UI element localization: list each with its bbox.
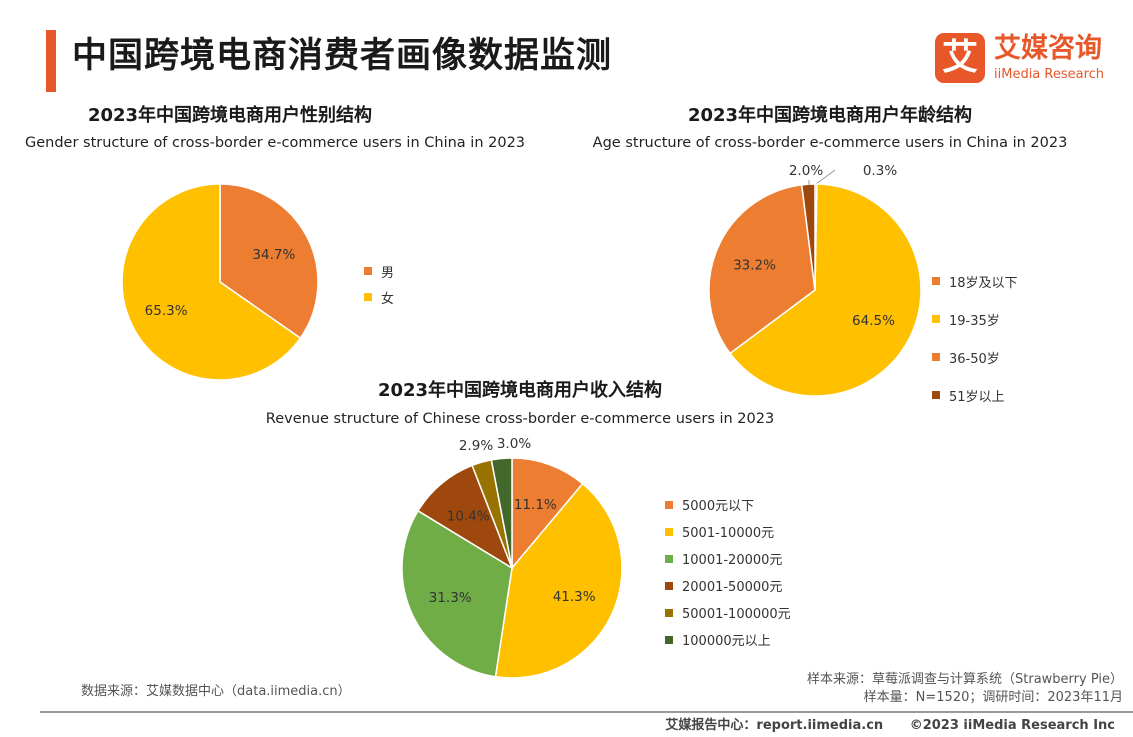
income-slice-3 xyxy=(416,464,514,570)
age-legend-label-2: 36-50岁 xyxy=(949,351,1000,367)
age-legend-label-0: 18岁及以下 xyxy=(949,275,1018,291)
income-data-label-3: 10.4% xyxy=(447,509,490,525)
sample-source-text: 样本来源：草莓派调查与计算系统（Strawberry Pie） xyxy=(807,672,1123,687)
age-legend-item-0: 18岁及以下 xyxy=(932,262,1018,300)
income-pie-chart: 11.1% 41.3% 31.3% 10.4% 2.9% 3.0% xyxy=(401,436,623,679)
gender-legend-label-0: 男 xyxy=(381,265,395,281)
copyright-text: ©2023 iiMedia Research Inc xyxy=(909,718,1115,733)
title-accent-bar xyxy=(46,30,56,92)
age-legend-item-1: 19-35岁 xyxy=(932,300,1018,338)
age-legend-label-1: 19-35岁 xyxy=(949,313,1000,329)
income-legend-item-4: 50001-100000元 xyxy=(665,599,791,626)
age-legend-item-2: 36-50岁 xyxy=(932,338,1018,376)
age-slice-1 xyxy=(728,183,922,397)
page-title: 中国跨境电商消费者画像数据监测 xyxy=(72,36,613,76)
age-data-label-1: 64.5% xyxy=(852,313,895,329)
income-slice-5 xyxy=(490,457,513,569)
sample-info-text: 样本量：N=1520；调研时间：2023年11月 xyxy=(863,690,1123,705)
data-source-note: 数据来源：艾媒数据中心（data.iimedia.cn） xyxy=(81,684,351,699)
income-legend-swatch-1 xyxy=(665,527,673,536)
income-data-label-0: 11.1% xyxy=(514,497,557,513)
income-legend-swatch-2 xyxy=(665,554,673,563)
age-legend-item-3: 51岁以上 xyxy=(932,376,1018,414)
income-legend-swatch-5 xyxy=(665,635,673,644)
age-pie-chart: 0.3% 64.5% 33.2% 2.0% xyxy=(708,163,922,397)
gender-legend-swatch-1 xyxy=(364,293,372,301)
age-chart-title: 2023年中国跨境电商用户年龄结构 xyxy=(687,105,973,126)
footer-divider xyxy=(40,711,1133,713)
gender-legend-swatch-0 xyxy=(364,267,372,275)
gender-data-label-1: 65.3% xyxy=(145,303,188,319)
age-slice-3 xyxy=(800,183,816,291)
iimedia-logo: 艾 艾媒咨询 iiMedia Research xyxy=(935,33,1115,85)
income-slice-1 xyxy=(494,482,623,679)
footer-bar: 艾媒报告中心：report.iimedia.cn ©2023 iiMedia R… xyxy=(643,714,1115,733)
age-data-label-3: 2.0% xyxy=(789,163,823,179)
income-legend-item-3: 20001-50000元 xyxy=(665,572,791,599)
income-data-label-2: 31.3% xyxy=(429,590,472,606)
report-center-link[interactable]: 艾媒报告中心：report.iimedia.cn xyxy=(665,718,884,733)
gender-slice-1 xyxy=(121,183,302,381)
age-data-label-2: 33.2% xyxy=(733,257,776,273)
gender-slice-0 xyxy=(219,183,319,340)
income-legend-label-2: 10001-20000元 xyxy=(682,553,783,568)
income-data-label-5: 3.0% xyxy=(497,436,531,452)
income-legend-item-2: 10001-20000元 xyxy=(665,545,791,572)
income-legend-swatch-0 xyxy=(665,500,673,509)
income-legend-label-1: 5001-10000元 xyxy=(682,526,775,541)
income-chart-subtitle: Revenue structure of Chinese cross-borde… xyxy=(265,411,775,427)
age-slice-2 xyxy=(708,183,816,355)
age-legend-swatch-1 xyxy=(932,315,940,323)
income-legend-label-5: 100000元以上 xyxy=(682,634,771,649)
income-slice-0 xyxy=(511,457,584,571)
age-legend: 18岁及以下 19-35岁 36-50岁 51岁以上 xyxy=(932,262,1018,414)
age-legend-swatch-0 xyxy=(932,277,940,285)
sample-note: 样本来源：草莓派调查与计算系统（Strawberry Pie） 样本量：N=15… xyxy=(807,671,1123,707)
age-legend-swatch-2 xyxy=(932,353,940,361)
logo-mark-icon: 艾 xyxy=(935,33,985,83)
age-leader-line-0 xyxy=(815,169,836,185)
age-legend-label-3: 51岁以上 xyxy=(949,389,1005,405)
income-legend: 5000元以下 5001-10000元 10001-20000元 20001-5000… xyxy=(665,491,791,653)
logo-english-name: iiMedia Research xyxy=(994,67,1105,82)
age-legend-swatch-3 xyxy=(932,391,940,399)
gender-legend: 男女 xyxy=(364,258,394,310)
gender-chart-subtitle: Gender structure of cross-border e-comme… xyxy=(24,135,526,151)
income-legend-label-0: 5000元以下 xyxy=(682,499,755,514)
income-legend-swatch-4 xyxy=(665,608,673,617)
age-data-label-0: 0.3% xyxy=(863,163,897,179)
income-legend-item-0: 5000元以下 xyxy=(665,491,791,518)
income-legend-item-5: 100000元以上 xyxy=(665,626,791,653)
income-data-label-1: 41.3% xyxy=(553,589,596,605)
gender-data-label-0: 34.7% xyxy=(252,247,295,263)
gender-legend-item-0: 男 xyxy=(364,258,394,284)
age-chart-subtitle: Age structure of cross-border e-commerce… xyxy=(592,135,1068,151)
income-legend-item-1: 5001-10000元 xyxy=(665,518,791,545)
gender-chart-title: 2023年中国跨境电商用户性别结构 xyxy=(87,105,373,126)
income-slice-2 xyxy=(401,509,513,678)
gender-pie-chart: 34.7% 65.3% xyxy=(121,183,319,381)
gender-legend-item-1: 女 xyxy=(364,284,394,310)
income-data-label-4: 2.9% xyxy=(459,438,493,454)
income-chart-title: 2023年中国跨境电商用户收入结构 xyxy=(377,380,663,401)
income-legend-label-4: 50001-100000元 xyxy=(682,607,791,622)
income-legend-swatch-3 xyxy=(665,581,673,590)
gender-legend-label-1: 女 xyxy=(381,291,395,307)
logo-chinese-name: 艾媒咨询 xyxy=(994,33,1102,64)
income-legend-label-3: 20001-50000元 xyxy=(682,580,783,595)
